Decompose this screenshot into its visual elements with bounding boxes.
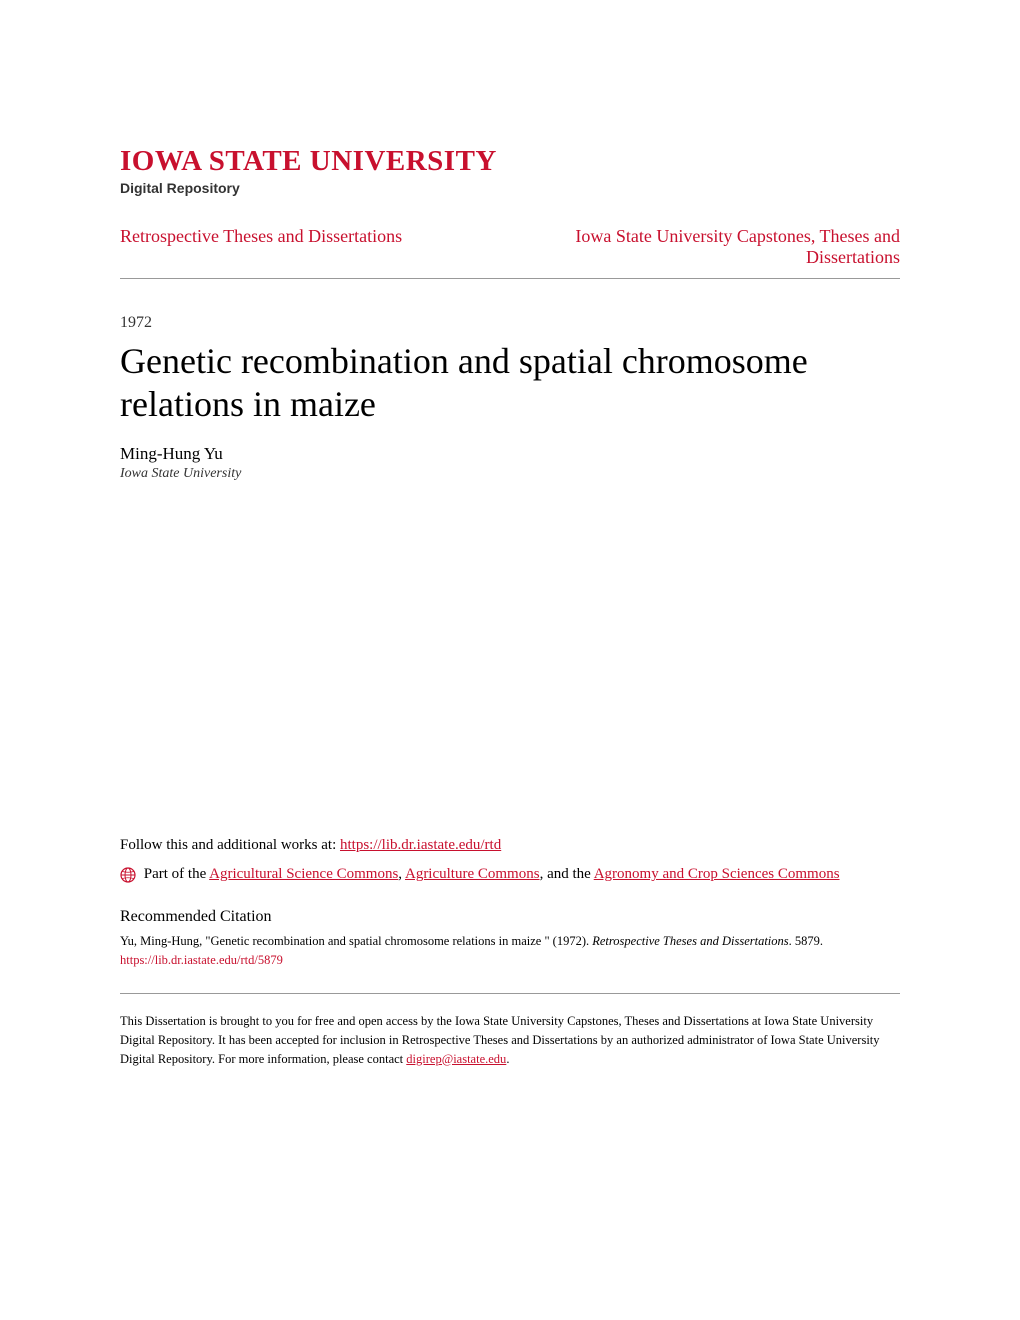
partof-prefix: Part of the [144, 866, 209, 882]
footer-part-2: . [506, 1052, 509, 1066]
citation-heading: Recommended Citation [120, 908, 900, 926]
spacer [120, 482, 900, 837]
author-institution: Iowa State University [120, 466, 900, 482]
follow-prefix: Follow this and additional works at: [120, 837, 340, 853]
partof-section: Part of the Agricultural Science Commons… [120, 862, 900, 886]
follow-section: Follow this and additional works at: htt… [120, 837, 900, 854]
logo-section: IOWA STATE UNIVERSITY Digital Repository [120, 145, 900, 196]
partof-link-1[interactable]: Agricultural Science Commons [209, 866, 398, 882]
publication-year: 1972 [120, 314, 900, 332]
author-name: Ming-Hung Yu [120, 444, 900, 464]
nav-left-link[interactable]: Retrospective Theses and Dissertations [120, 226, 402, 247]
logo-main-text: IOWA STATE UNIVERSITY [120, 145, 900, 178]
citation-italic: Retrospective Theses and Dissertations [592, 934, 788, 948]
partof-link-2[interactable]: Agriculture Commons [405, 866, 540, 882]
paper-title: Genetic recombination and spatial chromo… [120, 340, 900, 426]
footer-text: This Dissertation is brought to you for … [120, 1012, 900, 1068]
divider [120, 993, 900, 994]
citation-url[interactable]: https://lib.dr.iastate.edu/rtd/5879 [120, 953, 900, 968]
citation-part-2: . 5879. [789, 934, 823, 948]
follow-link[interactable]: https://lib.dr.iastate.edu/rtd [340, 837, 501, 853]
nav-right-link[interactable]: Iowa State University Capstones, Theses … [560, 226, 900, 268]
footer-email[interactable]: digirep@iastate.edu [406, 1052, 506, 1066]
nav-bar: Retrospective Theses and Dissertations I… [120, 226, 900, 279]
partof-sep-1: , [398, 866, 405, 882]
citation-text: Yu, Ming-Hung, "Genetic recombination an… [120, 932, 900, 951]
partof-link-3[interactable]: Agronomy and Crop Sciences Commons [594, 866, 840, 882]
citation-part-1: Yu, Ming-Hung, "Genetic recombination an… [120, 934, 592, 948]
globe-icon [120, 867, 136, 883]
logo-sub-text: Digital Repository [120, 180, 900, 196]
partof-sep-2: , and the [540, 866, 594, 882]
